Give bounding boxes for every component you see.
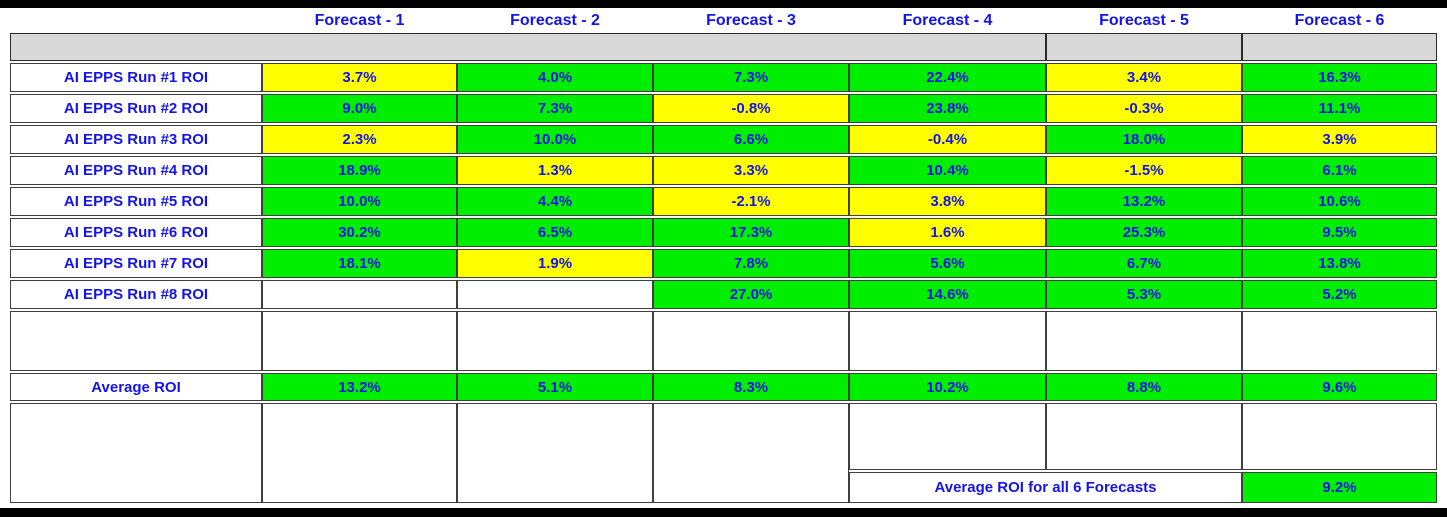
cell-run-4-forecast-3[interactable]: 3.3% <box>653 156 849 185</box>
column-header-forecast-4: Forecast - 4 <box>902 11 993 29</box>
cell-run-3-forecast-4[interactable]: -0.4% <box>849 125 1046 154</box>
bottom-empty-cell-forecast-6[interactable] <box>1242 403 1437 470</box>
cell-average-forecast-4[interactable]: 10.2% <box>849 373 1046 401</box>
cell-run-1-forecast-1[interactable]: 3.7% <box>262 63 457 92</box>
cell-run-3-forecast-6[interactable]: 3.9% <box>1242 125 1437 154</box>
row-label-run-8: AI EPPS Run #8 ROI <box>10 280 262 309</box>
row-label-run-3: AI EPPS Run #3 ROI <box>10 125 262 154</box>
cell-run-2-forecast-5[interactable]: -0.3% <box>1046 94 1242 123</box>
row-label-run-2: AI EPPS Run #2 ROI <box>10 94 262 123</box>
cell-run-4-forecast-1[interactable]: 18.9% <box>262 156 457 185</box>
cell-run-4-forecast-2[interactable]: 1.3% <box>457 156 653 185</box>
cell-run-7-forecast-4[interactable]: 5.6% <box>849 249 1046 278</box>
cell-run-5-forecast-1[interactable]: 10.0% <box>262 187 457 216</box>
cell-run-6-forecast-3[interactable]: 17.3% <box>653 218 849 247</box>
cell-run-8-forecast-5[interactable]: 5.3% <box>1046 280 1242 309</box>
overall-average-value[interactable]: 9.2% <box>1242 472 1437 503</box>
table-grid: AI EPPS Run #1 ROI 3.7% 4.0% 7.3% 22.4% 3.4% 1… <box>10 33 1437 503</box>
forecast-roi-table: Forecast - 1 Forecast - 2 Forecast - 3 F… <box>10 8 1437 503</box>
cell-run-6-forecast-2[interactable]: 6.5% <box>457 218 653 247</box>
top-black-frame <box>0 0 1447 8</box>
cell-run-7-forecast-5[interactable]: 6.7% <box>1046 249 1242 278</box>
empty-spacer-cell[interactable] <box>849 311 1046 371</box>
cell-run-8-forecast-3[interactable]: 27.0% <box>653 280 849 309</box>
column-header-forecast-6: Forecast - 6 <box>1294 11 1385 29</box>
row-label-average-roi: Average ROI <box>10 373 262 401</box>
cell-run-3-forecast-5[interactable]: 18.0% <box>1046 125 1242 154</box>
cell-run-1-forecast-4[interactable]: 22.4% <box>849 63 1046 92</box>
empty-spacer-cell[interactable] <box>1046 311 1242 371</box>
cell-run-3-forecast-3[interactable]: 6.6% <box>653 125 849 154</box>
cell-run-6-forecast-1[interactable]: 30.2% <box>262 218 457 247</box>
cell-run-5-forecast-6[interactable]: 10.6% <box>1242 187 1437 216</box>
column-header-forecast-3: Forecast - 3 <box>706 11 796 29</box>
cell-run-8-forecast-6[interactable]: 5.2% <box>1242 280 1437 309</box>
cell-run-6-forecast-4[interactable]: 1.6% <box>849 218 1046 247</box>
cell-average-forecast-1[interactable]: 13.2% <box>262 373 457 401</box>
column-header-forecast-5: Forecast - 5 <box>1099 11 1189 29</box>
cell-run-8-forecast-1[interactable] <box>262 280 457 309</box>
cell-run-2-forecast-6[interactable]: 11.1% <box>1242 94 1437 123</box>
cell-average-forecast-6[interactable]: 9.6% <box>1242 373 1437 401</box>
cell-run-2-forecast-3[interactable]: -0.8% <box>653 94 849 123</box>
empty-spacer-cell[interactable] <box>653 311 849 371</box>
cell-run-7-forecast-1[interactable]: 18.1% <box>262 249 457 278</box>
overall-average-label: Average ROI for all 6 Forecasts <box>849 472 1242 503</box>
cell-run-1-forecast-6[interactable]: 16.3% <box>1242 63 1437 92</box>
cell-run-5-forecast-3[interactable]: -2.1% <box>653 187 849 216</box>
cell-run-1-forecast-5[interactable]: 3.4% <box>1046 63 1242 92</box>
cell-run-3-forecast-2[interactable]: 10.0% <box>457 125 653 154</box>
cell-run-7-forecast-6[interactable]: 13.8% <box>1242 249 1437 278</box>
cell-run-4-forecast-6[interactable]: 6.1% <box>1242 156 1437 185</box>
row-label-run-7: AI EPPS Run #7 ROI <box>10 249 262 278</box>
column-header-forecast-1: Forecast - 1 <box>314 11 405 29</box>
gray-band-merged-cell[interactable] <box>10 33 1046 61</box>
cell-run-6-forecast-5[interactable]: 25.3% <box>1046 218 1242 247</box>
bottom-tall-empty-cell[interactable] <box>457 403 653 503</box>
cell-run-5-forecast-5[interactable]: 13.2% <box>1046 187 1242 216</box>
empty-spacer-cell[interactable] <box>10 311 262 371</box>
cell-run-1-forecast-2[interactable]: 4.0% <box>457 63 653 92</box>
cell-run-6-forecast-6[interactable]: 9.5% <box>1242 218 1437 247</box>
cell-run-3-forecast-1[interactable]: 2.3% <box>262 125 457 154</box>
cell-run-7-forecast-2[interactable]: 1.9% <box>457 249 653 278</box>
cell-average-forecast-3[interactable]: 8.3% <box>653 373 849 401</box>
cell-run-4-forecast-4[interactable]: 10.4% <box>849 156 1046 185</box>
cell-run-4-forecast-5[interactable]: -1.5% <box>1046 156 1242 185</box>
column-header-row: Forecast - 1 Forecast - 2 Forecast - 3 F… <box>10 8 1437 33</box>
bottom-black-frame <box>0 508 1447 517</box>
bottom-empty-cell-forecast-4[interactable] <box>849 403 1046 470</box>
row-label-run-4: AI EPPS Run #4 ROI <box>10 156 262 185</box>
cell-run-5-forecast-4[interactable]: 3.8% <box>849 187 1046 216</box>
bottom-empty-cell-forecast-5[interactable] <box>1046 403 1242 470</box>
bottom-tall-empty-cell[interactable] <box>653 403 849 503</box>
cell-run-7-forecast-3[interactable]: 7.8% <box>653 249 849 278</box>
row-label-run-1: AI EPPS Run #1 ROI <box>10 63 262 92</box>
cell-average-forecast-2[interactable]: 5.1% <box>457 373 653 401</box>
gray-band-cell-forecast-6[interactable] <box>1242 33 1437 61</box>
column-header-forecast-2: Forecast - 2 <box>510 11 600 29</box>
cell-run-1-forecast-3[interactable]: 7.3% <box>653 63 849 92</box>
bottom-tall-empty-cell[interactable] <box>262 403 457 503</box>
row-label-run-6: AI EPPS Run #6 ROI <box>10 218 262 247</box>
cell-run-2-forecast-4[interactable]: 23.8% <box>849 94 1046 123</box>
empty-spacer-cell[interactable] <box>1242 311 1437 371</box>
row-label-run-5: AI EPPS Run #5 ROI <box>10 187 262 216</box>
cell-run-8-forecast-2[interactable] <box>457 280 653 309</box>
cell-run-2-forecast-2[interactable]: 7.3% <box>457 94 653 123</box>
cell-run-8-forecast-4[interactable]: 14.6% <box>849 280 1046 309</box>
empty-spacer-cell[interactable] <box>262 311 457 371</box>
cell-average-forecast-5[interactable]: 8.8% <box>1046 373 1242 401</box>
cell-run-2-forecast-1[interactable]: 9.0% <box>262 94 457 123</box>
gray-band-cell-forecast-5[interactable] <box>1046 33 1242 61</box>
empty-spacer-cell[interactable] <box>457 311 653 371</box>
bottom-tall-empty-cell[interactable] <box>10 403 262 503</box>
cell-run-5-forecast-2[interactable]: 4.4% <box>457 187 653 216</box>
